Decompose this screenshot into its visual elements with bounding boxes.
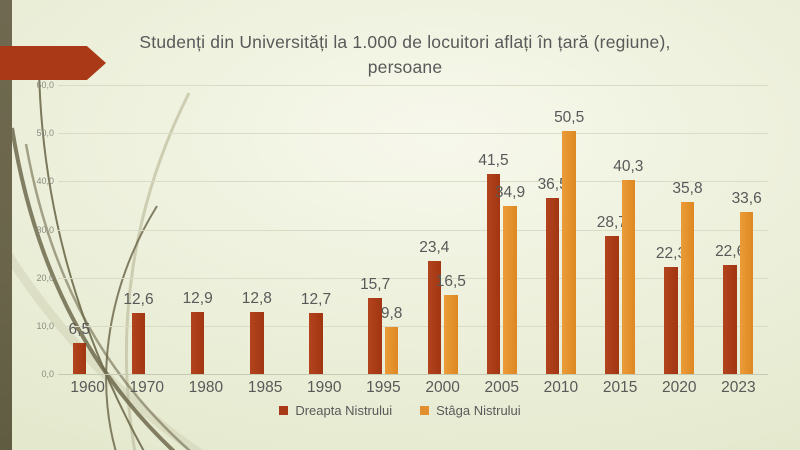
- value-label: 15,7: [360, 276, 391, 294]
- y-axis-tick-label: 60,0: [36, 80, 54, 90]
- bar-dreapta-2010: [545, 198, 560, 374]
- value-label: 33,6: [731, 190, 762, 208]
- value-label: 22,6: [715, 243, 746, 261]
- bar-dreapta-2005: [486, 174, 501, 374]
- gridline: [58, 277, 768, 279]
- value-label: 41,5: [478, 152, 509, 170]
- bar-stanga-2005: [503, 205, 517, 374]
- y-axis-tick-label: 40,0: [36, 176, 54, 187]
- value-label: 34,9: [494, 183, 526, 201]
- gridline: [58, 181, 768, 183]
- gridline: [58, 229, 768, 231]
- x-axis-label: 1990: [307, 379, 342, 396]
- value-label: 22,3: [655, 244, 687, 262]
- value-label: 12,6: [123, 291, 154, 309]
- bar-stanga-2010: [562, 130, 576, 374]
- x-axis-label: 1985: [247, 379, 283, 396]
- y-axis-tick-label: 50,0: [36, 128, 54, 139]
- bar-dreapta-1970: [131, 313, 146, 374]
- value-label: 23,4: [419, 239, 450, 257]
- legend-item-staga-nistrului: Stâga Nistrului: [420, 403, 521, 418]
- bar-dreapta-1985: [250, 312, 264, 374]
- x-axis-label: 2005: [484, 379, 519, 396]
- bar-stanga-2015: [621, 179, 636, 374]
- value-label: 6,5: [68, 320, 91, 338]
- legend-label: Stâga Nistrului: [436, 403, 521, 418]
- value-label: 12,7: [300, 290, 332, 308]
- value-label: 16,5: [435, 272, 466, 290]
- x-axis-line: [58, 374, 768, 375]
- bar-dreapta-1960: [72, 342, 87, 374]
- value-label: 36,5: [537, 176, 568, 194]
- x-axis-label: 2015: [602, 379, 638, 396]
- value-label: 9,8: [380, 304, 403, 322]
- value-label: 12,9: [182, 289, 213, 307]
- bar-dreapta-1995: [368, 298, 382, 374]
- x-axis-label: 1995: [366, 379, 401, 396]
- gridline: [58, 133, 768, 135]
- value-label: 28,7: [596, 213, 627, 231]
- value-label: 40,3: [613, 157, 644, 175]
- y-axis-tick-label: 30,0: [36, 224, 54, 235]
- chart-legend: Dreapta Nistrului Stâga Nistrului: [0, 403, 800, 418]
- y-axis-tick-label: 20,0: [36, 272, 54, 283]
- legend-swatch-icon: [420, 406, 430, 415]
- bar-stanga-1995: [384, 326, 399, 374]
- legend-item-dreapta-nistrului: Dreapta Nistrului: [279, 403, 392, 418]
- y-axis-tick-label: 0,0: [41, 369, 54, 379]
- x-axis-label: 2023: [721, 379, 756, 396]
- x-axis-label: 1980: [188, 379, 224, 396]
- value-label: 12,8: [241, 290, 272, 308]
- x-axis-label: 1970: [129, 379, 164, 396]
- value-label: 50,5: [554, 108, 585, 126]
- bar-dreapta-1980: [190, 311, 205, 374]
- bar-stanga-2020: [680, 201, 695, 374]
- legend-swatch-icon: [279, 406, 289, 415]
- bar-stanga-2000: [444, 294, 458, 374]
- chart-title: Studenți din Universități la 1.000 de lo…: [139, 32, 671, 77]
- bar-dreapta-2023: [723, 265, 737, 374]
- y-axis-tick-label: 10,0: [36, 320, 54, 331]
- gridline: [58, 85, 768, 86]
- x-axis-label: 1960: [70, 379, 105, 396]
- x-axis-label: 2020: [662, 379, 697, 396]
- decorative-arrow: [0, 46, 106, 80]
- bar-dreapta-2015: [605, 235, 619, 374]
- bar-dreapta-1990: [309, 312, 323, 374]
- x-axis-label: 2000: [425, 379, 460, 396]
- gridline: [58, 325, 768, 327]
- bar-dreapta-2020: [664, 266, 678, 374]
- x-axis-label: 2010: [543, 379, 579, 396]
- left-edge-strip: [0, 0, 12, 450]
- legend-label: Dreapta Nistrului: [295, 403, 393, 418]
- bar-dreapta-2000: [427, 261, 442, 374]
- value-label: 35,8: [672, 179, 703, 197]
- bar-stanga-2023: [739, 212, 754, 374]
